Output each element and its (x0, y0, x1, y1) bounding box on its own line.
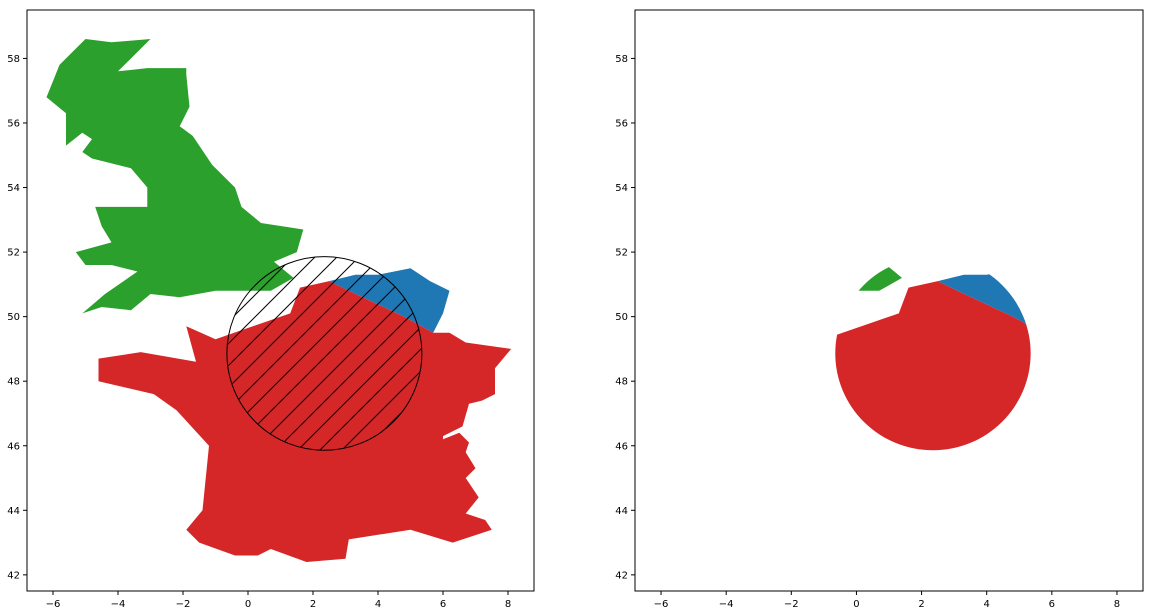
x-tick-label: 2 (918, 599, 924, 610)
y-tick-label: 44 (615, 506, 628, 517)
y-tick-label: 48 (7, 377, 20, 388)
x-tick-label: 0 (853, 599, 859, 610)
x-tick-label: 6 (1049, 599, 1055, 610)
hatched-circle (226, 256, 423, 451)
y-tick-label: 50 (7, 312, 20, 323)
x-tick-label: 0 (245, 599, 251, 610)
y-tick-label: 42 (7, 570, 20, 581)
y-tick-label: 56 (615, 118, 628, 129)
x-tick-label: −6 (46, 599, 61, 610)
y-tick-label: 50 (615, 312, 628, 323)
y-tick-label: 42 (615, 570, 628, 581)
y-tick-label: 46 (7, 441, 20, 452)
y-tick-label: 54 (7, 183, 20, 194)
x-tick-label: 8 (1114, 599, 1120, 610)
y-tick-label: 58 (615, 54, 628, 65)
y-tick-label: 56 (7, 118, 20, 129)
axes-frame (634, 9, 1144, 592)
x-tick-label: −4 (111, 599, 126, 610)
y-tick-label: 58 (7, 54, 20, 65)
y-tick-label: 44 (7, 506, 20, 517)
x-tick-label: 4 (984, 599, 990, 610)
x-tick-label: −2 (176, 599, 191, 610)
x-tick-label: −6 (654, 599, 669, 610)
y-tick-label: 52 (615, 248, 628, 259)
region-france (835, 281, 1031, 451)
map-layer (46, 39, 512, 562)
y-tick-label: 46 (615, 441, 628, 452)
x-tick-label: −4 (719, 599, 734, 610)
y-tick-label: 48 (615, 377, 628, 388)
x-tick-label: 4 (375, 599, 381, 610)
y-tick-label: 52 (7, 248, 20, 259)
axes-frame (26, 9, 535, 592)
x-tick-label: 2 (310, 599, 316, 610)
y-tick-label: 54 (615, 183, 628, 194)
x-tick-label: 8 (505, 599, 511, 610)
x-tick-label: −2 (784, 599, 799, 610)
x-tick-label: 6 (440, 599, 446, 610)
region-uk (46, 39, 304, 314)
